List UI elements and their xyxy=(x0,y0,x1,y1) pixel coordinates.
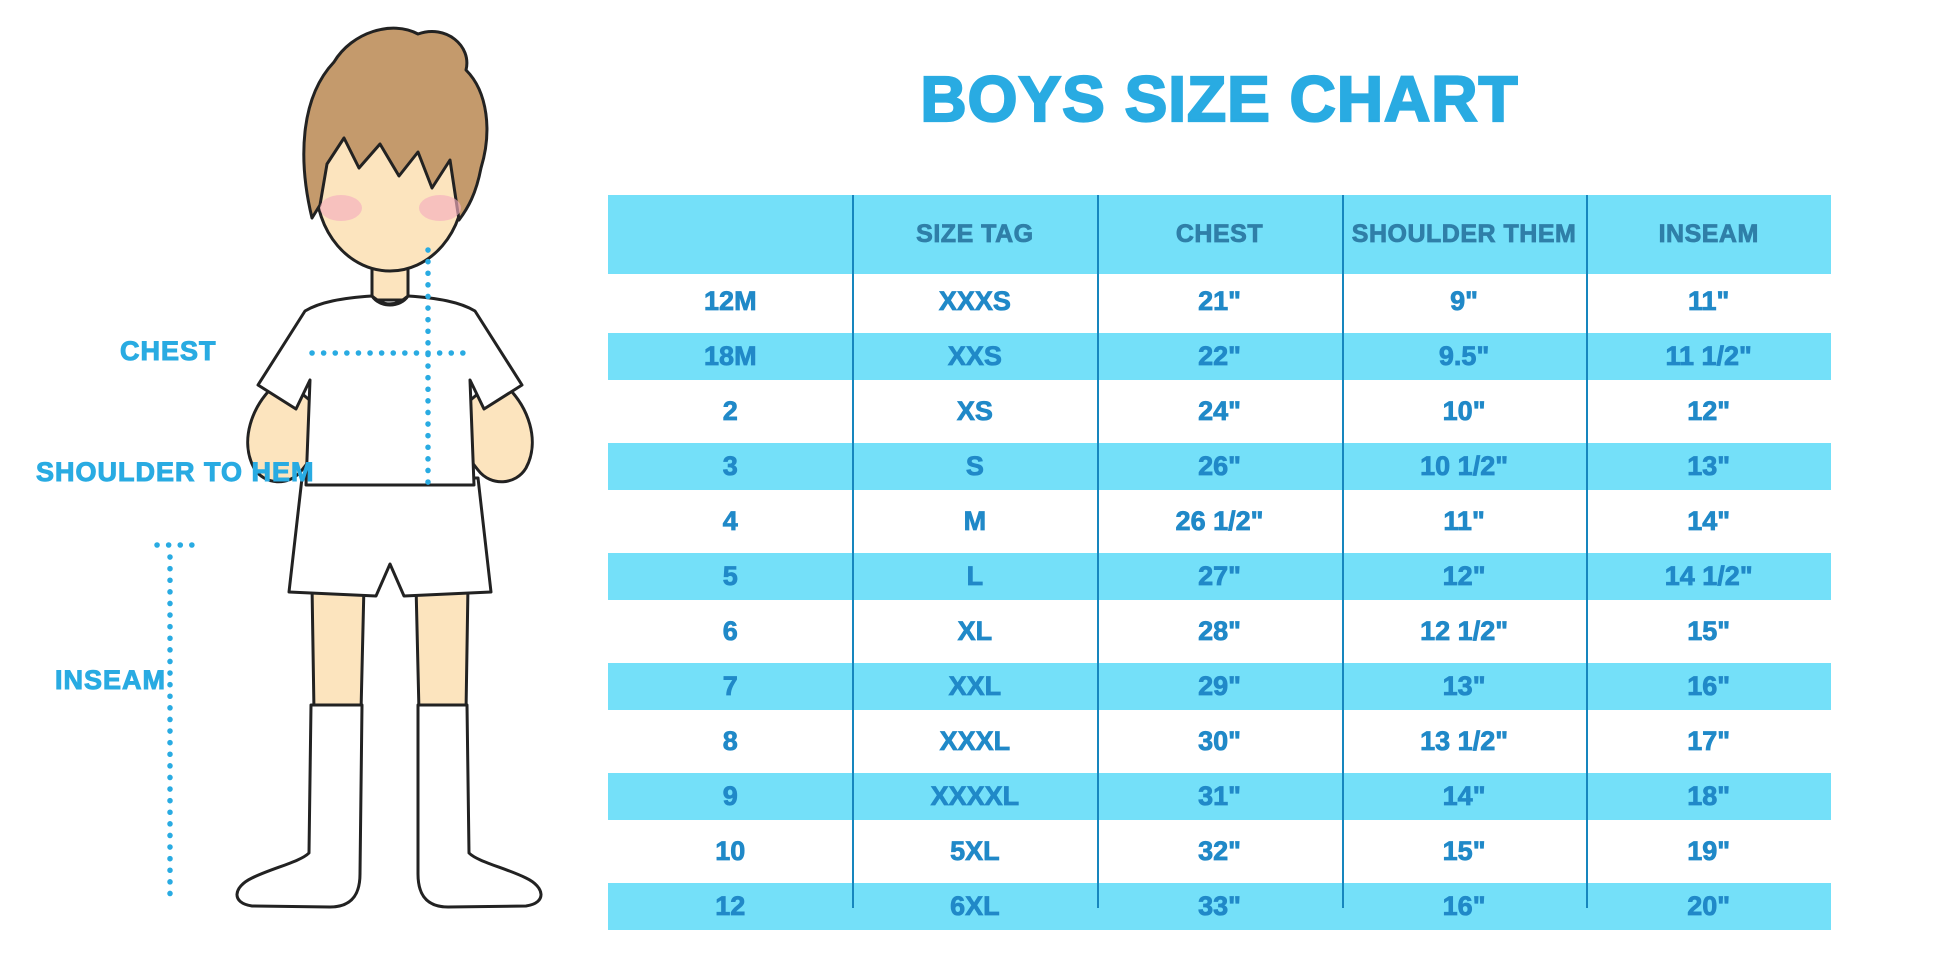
header-chest: CHEST xyxy=(1097,195,1342,274)
header-inseam: INSEAM xyxy=(1586,195,1831,274)
header-shoulder-them: SHOULDER THEM xyxy=(1341,195,1587,274)
cell-size: 4 xyxy=(722,506,738,537)
cell-shoulder: 9.5" xyxy=(1341,329,1587,384)
cell-chest: 26 1/2" xyxy=(1175,506,1264,537)
cell-shoulder: 13 1/2" xyxy=(1420,726,1509,757)
cell-size: 5 xyxy=(608,549,853,604)
cell-size: 2 xyxy=(722,396,738,427)
boy-blush-right xyxy=(419,195,461,221)
column-separator xyxy=(1586,195,1588,908)
table-row: 8 XXXL 30" 13 1/2" 17" xyxy=(608,714,1831,769)
cell-size: 12M xyxy=(704,286,757,317)
boy-left-sock xyxy=(235,703,364,909)
cell-chest: 27" xyxy=(1097,549,1342,604)
table-row: 10 5XL 32" 15" 19" xyxy=(608,824,1831,879)
cell-size-tag: XXL xyxy=(852,659,1098,714)
cell-size-tag: XXXXL xyxy=(852,769,1098,824)
column-separator xyxy=(1097,195,1099,908)
cell-size: 6 xyxy=(722,616,738,647)
cell-shoulder: 12 1/2" xyxy=(1420,616,1509,647)
cell-inseam: 13" xyxy=(1586,439,1831,494)
table-row: 2 XS 24" 10" 12" xyxy=(608,384,1831,439)
cell-size: 7 xyxy=(608,659,853,714)
cell-chest: 30" xyxy=(1198,726,1242,757)
shoulder-to-hem-label: SHOULDER TO HEM xyxy=(36,457,315,488)
column-separator xyxy=(1342,195,1344,908)
cell-chest: 26" xyxy=(1097,439,1342,494)
boy-collar xyxy=(371,294,409,306)
chest-label: CHEST xyxy=(120,336,217,367)
cell-chest: 31" xyxy=(1097,769,1342,824)
cell-shoulder: 12" xyxy=(1341,549,1587,604)
cell-shoulder: 16" xyxy=(1341,879,1587,934)
cell-inseam: 12" xyxy=(1687,396,1731,427)
cell-shoulder: 13" xyxy=(1341,659,1587,714)
cell-size-tag: 6XL xyxy=(852,879,1098,934)
cell-chest: 33" xyxy=(1097,879,1342,934)
boy-illustration xyxy=(154,26,543,909)
cell-size-tag: XXXL xyxy=(939,726,1011,757)
header-row: SIZE TAG CHEST SHOULDER THEM INSEAM xyxy=(608,195,1831,274)
cell-size: 8 xyxy=(722,726,738,757)
cell-inseam: 15" xyxy=(1687,616,1731,647)
cell-inseam: 11" xyxy=(1688,286,1730,317)
cell-chest: 29" xyxy=(1097,659,1342,714)
cell-size-tag: XXXS xyxy=(938,286,1011,317)
cell-shoulder: 11" xyxy=(1443,506,1485,537)
cell-inseam: 16" xyxy=(1586,659,1831,714)
cell-shoulder: 9" xyxy=(1450,286,1479,317)
cell-size-tag: XXS xyxy=(852,329,1098,384)
column-separator xyxy=(852,195,854,908)
cell-inseam: 19" xyxy=(1687,836,1731,867)
cell-size-tag: M xyxy=(963,506,987,537)
cell-size: 10 xyxy=(715,836,746,867)
cell-shoulder: 15" xyxy=(1442,836,1486,867)
cell-inseam: 11 1/2" xyxy=(1586,329,1831,384)
table-row: 18M XXS 22" 9.5" 11 1/2" xyxy=(608,329,1831,384)
cell-shoulder: 14" xyxy=(1341,769,1587,824)
cell-inseam: 14 1/2" xyxy=(1586,549,1831,604)
table-row: 12M XXXS 21" 9" 11" xyxy=(608,274,1831,329)
cell-size: 12 xyxy=(608,879,853,934)
cell-size-tag: 5XL xyxy=(950,836,1000,867)
boy-right-sock xyxy=(416,703,543,909)
cell-size: 3 xyxy=(608,439,853,494)
cell-shoulder: 10" xyxy=(1442,396,1486,427)
table-row: 5 L 27" 12" 14 1/2" xyxy=(608,549,1831,604)
table-row: 12 6XL 33" 16" 20" xyxy=(608,879,1831,934)
boy-hair xyxy=(302,26,489,222)
boy-blush-left xyxy=(320,195,362,221)
size-table: SIZE TAG CHEST SHOULDER THEM INSEAM 12M … xyxy=(608,195,1831,934)
cell-size-tag: S xyxy=(852,439,1098,494)
cell-size-tag: XS xyxy=(956,396,993,427)
cell-chest: 22" xyxy=(1097,329,1342,384)
boy-shorts xyxy=(287,476,493,598)
cell-inseam: 18" xyxy=(1586,769,1831,824)
cell-shoulder: 10 1/2" xyxy=(1341,439,1587,494)
table-row: 7 XXL 29" 13" 16" xyxy=(608,659,1831,714)
cell-size-tag: L xyxy=(852,549,1098,604)
cell-inseam: 20" xyxy=(1586,879,1831,934)
cell-size: 18M xyxy=(608,329,853,384)
page-title: BOYS SIZE CHART xyxy=(919,62,1519,136)
table-row: 3 S 26" 10 1/2" 13" xyxy=(608,439,1831,494)
cell-inseam: 14" xyxy=(1687,506,1731,537)
cell-inseam: 17" xyxy=(1687,726,1731,757)
cell-size: 9 xyxy=(608,769,853,824)
boy-right-leg xyxy=(414,583,470,714)
table-row: 4 M 26 1/2" 11" 14" xyxy=(608,494,1831,549)
boy-left-leg xyxy=(310,583,366,714)
table-row: 9 XXXXL 31" 14" 18" xyxy=(608,769,1831,824)
inseam-label: INSEAM xyxy=(54,665,167,696)
cell-chest: 32" xyxy=(1198,836,1242,867)
cell-chest: 21" xyxy=(1198,286,1242,317)
cell-chest: 28" xyxy=(1198,616,1242,647)
cell-chest: 24" xyxy=(1198,396,1242,427)
header-size-tag: SIZE TAG xyxy=(852,195,1098,274)
cell-size-tag: XL xyxy=(957,616,993,647)
table-row: 6 XL 28" 12 1/2" 15" xyxy=(608,604,1831,659)
header-size xyxy=(608,195,853,274)
